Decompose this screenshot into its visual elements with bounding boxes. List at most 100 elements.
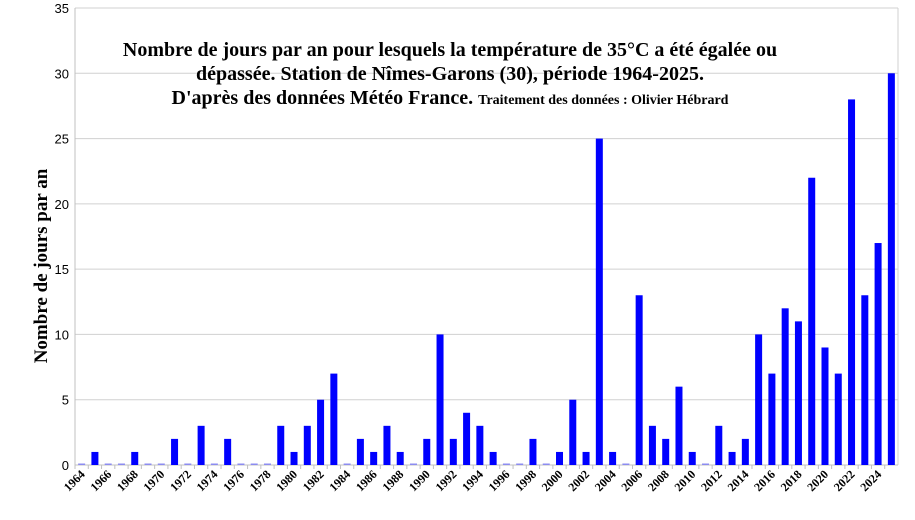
x-tick-label: 2018 (778, 467, 805, 494)
x-tick-label: 2014 (725, 467, 752, 494)
bar (489, 451, 497, 465)
bar (463, 412, 471, 465)
x-tick-label: 2004 (592, 467, 619, 494)
bar (542, 463, 550, 465)
bar (516, 463, 524, 465)
x-tick-label: 2006 (618, 467, 645, 494)
bar (131, 451, 139, 465)
bar (343, 463, 351, 465)
bar (237, 463, 245, 465)
bar (728, 451, 736, 465)
y-tick-label: 15 (55, 262, 69, 277)
x-tick-label: 1986 (353, 467, 380, 494)
x-tick-label: 2010 (672, 467, 699, 494)
bar (197, 425, 205, 465)
y-tick-label: 30 (55, 66, 69, 81)
bar (834, 373, 842, 465)
bar (250, 463, 258, 465)
bar (874, 243, 882, 465)
bar (741, 438, 749, 465)
bar (887, 73, 895, 466)
x-tick-label: 2022 (831, 467, 858, 494)
bar (330, 373, 338, 465)
y-tick-label: 5 (62, 393, 69, 408)
bar (263, 463, 271, 465)
x-tick-label: 2008 (645, 467, 672, 494)
x-tick-label: 1982 (300, 467, 327, 494)
bar (635, 295, 643, 465)
x-tick-label: 1974 (194, 467, 221, 494)
x-tick-label: 2016 (751, 467, 778, 494)
bars (78, 73, 895, 466)
bar (715, 425, 723, 465)
x-tick-label: 2012 (698, 467, 725, 494)
bar (356, 438, 364, 465)
bar (117, 463, 125, 465)
x-tick-label: 1966 (87, 467, 114, 494)
bar (556, 451, 564, 465)
bar (277, 425, 285, 465)
bar (436, 334, 444, 465)
chart-subtitle: Traitement des données : Olivier Hébrard (478, 93, 729, 108)
y-tick-label: 0 (62, 458, 69, 473)
bar (476, 425, 484, 465)
bar (848, 99, 856, 466)
bar (648, 425, 656, 465)
bar (290, 451, 298, 465)
bar (317, 399, 325, 465)
x-tick-label: 1996 (486, 467, 513, 494)
x-tick-label: 1978 (247, 467, 274, 494)
bar (104, 463, 112, 465)
bar (622, 463, 630, 465)
bar (144, 463, 152, 465)
x-tick-label: 1998 (512, 467, 539, 494)
x-tick-label: 1988 (379, 467, 406, 494)
y-tick-label: 20 (55, 197, 69, 212)
x-tick-label: 2024 (857, 467, 884, 494)
bar (861, 295, 869, 465)
bar (157, 463, 165, 465)
bar (224, 438, 232, 465)
x-tick-label: 1980 (273, 467, 300, 494)
bar (808, 177, 816, 465)
x-tick-label: 1976 (220, 467, 247, 494)
x-tick-label: 1994 (459, 467, 486, 494)
x-tick-label: 1992 (433, 467, 460, 494)
bar (78, 463, 86, 465)
bar (595, 138, 603, 466)
x-tick-label: 2002 (565, 467, 592, 494)
x-tick-label: 2000 (539, 467, 566, 494)
bar (184, 463, 192, 465)
bar (529, 438, 537, 465)
chart-title-line-3: D'après des données Météo France. Traite… (60, 86, 840, 113)
bar (502, 463, 510, 465)
bar (755, 334, 763, 465)
x-tick-label: 1990 (406, 467, 433, 494)
x-tick-label: 1984 (326, 467, 353, 494)
bar (91, 451, 99, 465)
bar (675, 386, 683, 465)
bar (396, 451, 404, 465)
bar (171, 438, 179, 465)
bar (409, 463, 417, 465)
x-tick-label: 1968 (114, 467, 141, 494)
y-tick-label: 25 (55, 132, 69, 147)
bar (423, 438, 431, 465)
y-tick-label: 35 (55, 1, 69, 16)
chart-title-line-1: Nombre de jours par an pour lesquels la … (122, 39, 778, 61)
bar (303, 425, 311, 465)
chart-title-line-2: dépassée. Station de Nîmes-Garons (30), … (196, 63, 704, 85)
bar (794, 321, 802, 465)
bar (768, 373, 776, 465)
bar (370, 451, 378, 465)
bar (569, 399, 577, 465)
bar (582, 451, 590, 465)
y-axis-label: Nombre de jours par an (31, 168, 52, 364)
x-tick-label: 1970 (141, 467, 168, 494)
bar (821, 347, 829, 465)
bar (662, 438, 670, 465)
x-tick-label: 1972 (167, 467, 194, 494)
bar (781, 308, 789, 465)
bar (449, 438, 457, 465)
